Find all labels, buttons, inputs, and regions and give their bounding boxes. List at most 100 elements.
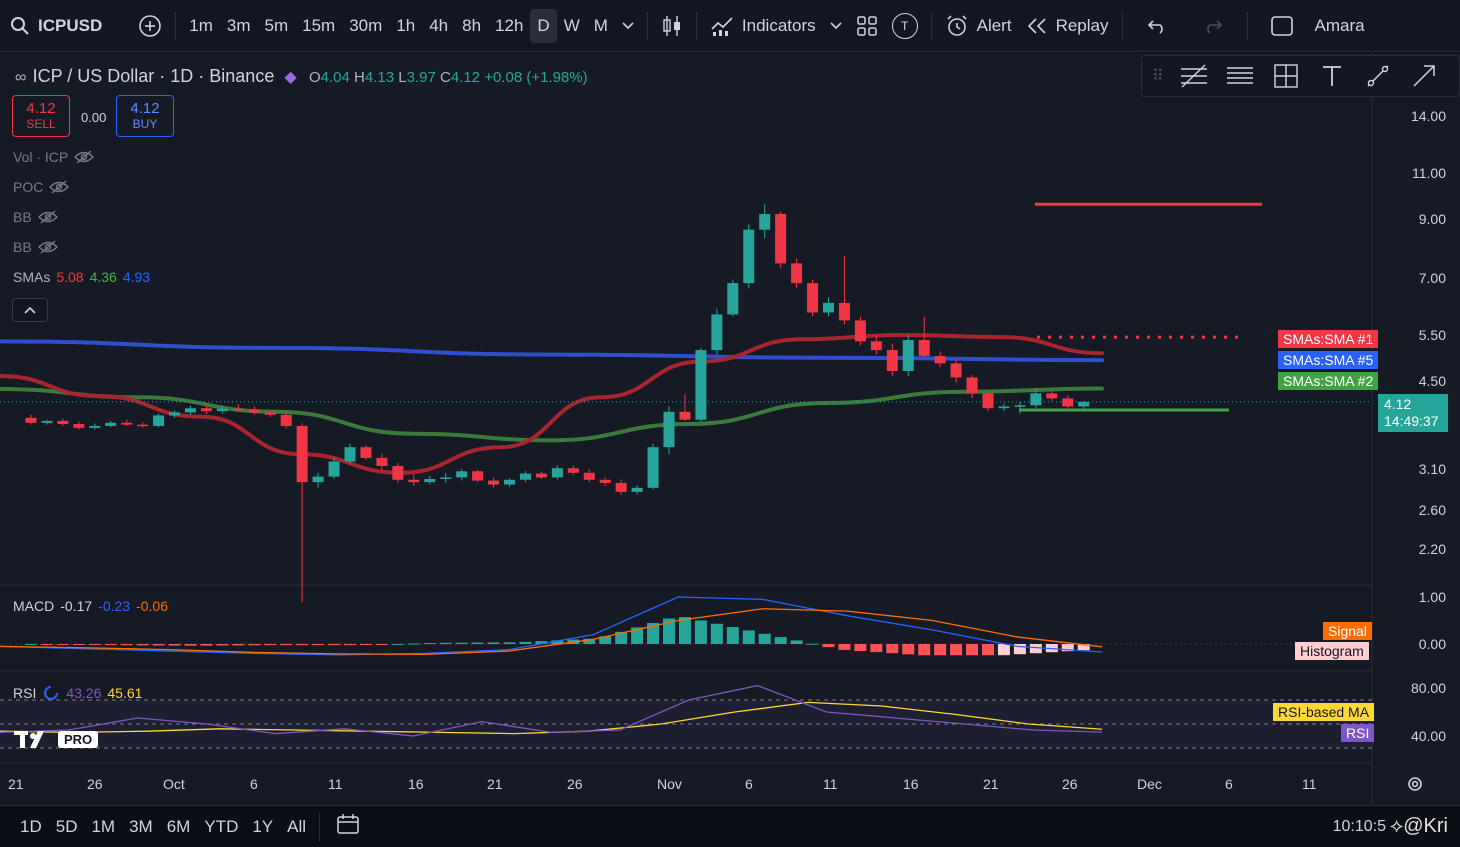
eye-off-icon[interactable]: [74, 150, 95, 164]
candle-body: [280, 414, 292, 426]
sma3-value: 4.93: [122, 269, 151, 285]
range-button[interactable]: 1M: [91, 816, 116, 836]
layout-button[interactable]: [849, 9, 885, 43]
range-button[interactable]: 3M: [129, 816, 153, 836]
range-button[interactable]: All: [287, 816, 307, 836]
candle-body: [950, 363, 962, 378]
timeframe-button[interactable]: 12h: [495, 15, 524, 35]
toolbar-divider: [646, 11, 648, 40]
timeframe-button[interactable]: 3m: [226, 15, 251, 35]
timeframe-button[interactable]: M: [593, 15, 608, 35]
drawing-toolbar: ⠿: [1141, 55, 1460, 97]
current-price: 4.12: [1384, 396, 1412, 412]
toolbar-divider: [175, 11, 177, 40]
date-range-button[interactable]: [326, 813, 370, 840]
undo-button[interactable]: [1129, 9, 1185, 43]
macd-histogram-bar: [56, 644, 69, 645]
macd-value-1: -0.17: [60, 598, 93, 614]
macd-histogram-tag: Histogram: [1295, 642, 1369, 660]
chart-type-button[interactable]: [654, 9, 690, 43]
candles-icon: [663, 15, 680, 36]
alarm-clock-icon: [947, 14, 967, 36]
tradingview-logo: PRO: [14, 728, 99, 750]
indicator-smas[interactable]: SMAs 5.08 4.36 4.93: [13, 269, 150, 285]
candle-body: [41, 420, 53, 423]
fullscreen-button[interactable]: [1254, 9, 1301, 43]
indicator-poc[interactable]: POC: [13, 179, 70, 195]
range-button[interactable]: YTD: [204, 816, 239, 836]
buy-button[interactable]: 4.12 BUY: [116, 95, 174, 137]
redo-button[interactable]: [1185, 9, 1241, 43]
price-label: 11.00: [1412, 165, 1446, 181]
eye-off-icon[interactable]: [49, 180, 70, 194]
alert-button[interactable]: Alert: [938, 9, 1019, 43]
eye-off-icon[interactable]: [37, 210, 58, 224]
chart-area[interactable]: [0, 53, 1460, 805]
replay-button[interactable]: Replay: [1019, 9, 1116, 43]
candle-body: [631, 487, 643, 492]
template-button[interactable]: T: [885, 9, 925, 43]
range-button[interactable]: 6M: [166, 816, 191, 836]
candle-body: [376, 457, 388, 466]
sma2-tag: SMAs:SMA #2: [1278, 372, 1379, 390]
compare-button[interactable]: [131, 9, 169, 43]
chart-canvas[interactable]: [0, 53, 1460, 805]
collapse-legend-button[interactable]: [12, 298, 48, 322]
timeframe-button[interactable]: 30m: [349, 15, 383, 35]
candle-body: [1046, 393, 1058, 399]
range-button[interactable]: 1D: [20, 816, 42, 836]
candle-body: [1078, 401, 1090, 407]
indicator-bb-1[interactable]: BB: [13, 209, 58, 225]
timeframe-button[interactable]: 1h: [396, 15, 416, 35]
user-label: Amara: [1314, 15, 1365, 35]
ray-tool[interactable]: [1362, 61, 1394, 91]
refresh-icon[interactable]: [42, 684, 60, 702]
rsi-legend[interactable]: RSI 43.26 45.61: [13, 684, 142, 702]
sma2-value: 4.36: [89, 269, 117, 285]
arrow-tool[interactable]: [1408, 61, 1440, 91]
indicators-dropdown[interactable]: [823, 9, 849, 43]
text-icon: [1322, 66, 1341, 86]
candle-body: [137, 424, 149, 427]
ohlc-h-label: H: [354, 69, 365, 86]
macd-value-3: -0.06: [136, 598, 168, 614]
range-button[interactable]: 1Y: [252, 816, 274, 836]
macd-axis-zero: 0.00: [1418, 636, 1446, 652]
range-button[interactable]: 5D: [55, 816, 78, 836]
text-tool[interactable]: [1316, 61, 1348, 91]
candle-body: [615, 482, 627, 492]
price-label: 14.00: [1410, 108, 1446, 124]
eye-off-icon[interactable]: [37, 240, 58, 254]
time-label: 6: [1225, 776, 1233, 792]
candle-body: [519, 473, 531, 480]
macd-histogram-bar: [359, 644, 372, 645]
candle-body: [966, 377, 978, 394]
timeframe-button[interactable]: W: [563, 15, 580, 35]
indicator-vol[interactable]: Vol · ICP: [13, 149, 95, 165]
timeframe-button[interactable]: 5m: [264, 15, 289, 35]
trendline-tool[interactable]: [1178, 61, 1210, 91]
candle-body: [200, 408, 212, 412]
macd-legend[interactable]: MACD -0.17 -0.23 -0.06: [13, 598, 168, 614]
horizontal-lines-tool[interactable]: [1224, 61, 1256, 91]
timeframe-dropdown[interactable]: [615, 9, 641, 43]
macd-histogram-bar: [934, 644, 947, 656]
timeframe-button[interactable]: 4h: [429, 15, 449, 35]
timeframe-button[interactable]: D: [530, 8, 557, 43]
indicators-label: Indicators: [741, 15, 816, 35]
drag-handle-icon[interactable]: ⠿: [1152, 68, 1164, 85]
indicator-bb-2[interactable]: BB: [13, 239, 58, 255]
candle-body: [886, 350, 898, 372]
indicators-button[interactable]: Indicators: [703, 9, 823, 43]
macd-histogram-bar: [264, 644, 277, 646]
timeframe-button[interactable]: 15m: [302, 15, 336, 35]
timeframe-button[interactable]: 1m: [189, 15, 213, 35]
measure-tool[interactable]: [1270, 61, 1302, 91]
timeframe-button[interactable]: 8h: [462, 15, 482, 35]
user-menu[interactable]: Amara: [1301, 9, 1372, 43]
chart-settings-button[interactable]: [1405, 774, 1425, 799]
symbol-search[interactable]: ICPUSD: [0, 9, 109, 43]
sell-button[interactable]: 4.12 SELL: [12, 95, 70, 137]
candle-body: [264, 412, 276, 415]
time-label: 16: [408, 776, 424, 792]
